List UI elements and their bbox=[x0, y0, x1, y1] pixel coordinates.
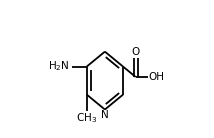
Text: OH: OH bbox=[149, 72, 164, 82]
Text: H$_2$N: H$_2$N bbox=[48, 60, 69, 73]
Text: CH$_3$: CH$_3$ bbox=[76, 112, 97, 125]
Text: N: N bbox=[101, 110, 109, 120]
Text: O: O bbox=[132, 47, 140, 57]
